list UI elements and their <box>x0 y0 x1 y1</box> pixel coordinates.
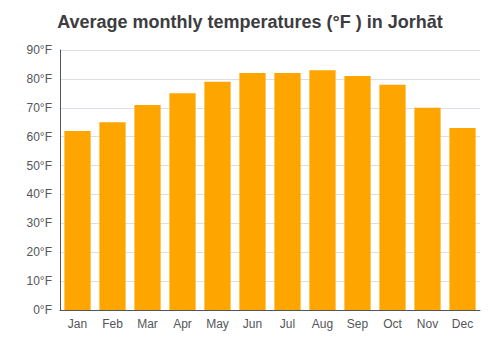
svg-text:Jun: Jun <box>243 317 262 331</box>
svg-text:Aug: Aug <box>312 317 333 331</box>
svg-text:30°F: 30°F <box>27 216 52 230</box>
svg-text:Average monthly temperatures (: Average monthly temperatures (°F ) in Jo… <box>57 12 443 32</box>
svg-text:Oct: Oct <box>383 317 402 331</box>
svg-text:60°F: 60°F <box>27 130 52 144</box>
svg-text:80°F: 80°F <box>27 72 52 86</box>
svg-text:May: May <box>206 317 229 331</box>
svg-text:20°F: 20°F <box>27 245 52 259</box>
svg-text:0°F: 0°F <box>33 303 52 317</box>
svg-text:Sep: Sep <box>347 317 369 331</box>
svg-text:Feb: Feb <box>102 317 123 331</box>
svg-text:Apr: Apr <box>173 317 192 331</box>
svg-text:50°F: 50°F <box>27 159 52 173</box>
svg-text:90°F: 90°F <box>27 43 52 57</box>
svg-text:Nov: Nov <box>417 317 438 331</box>
svg-text:10°F: 10°F <box>27 274 52 288</box>
svg-text:40°F: 40°F <box>27 187 52 201</box>
svg-text:70°F: 70°F <box>27 101 52 115</box>
svg-text:Mar: Mar <box>137 317 158 331</box>
svg-text:Jul: Jul <box>280 317 295 331</box>
svg-text:Jan: Jan <box>68 317 87 331</box>
svg-text:Dec: Dec <box>452 317 473 331</box>
